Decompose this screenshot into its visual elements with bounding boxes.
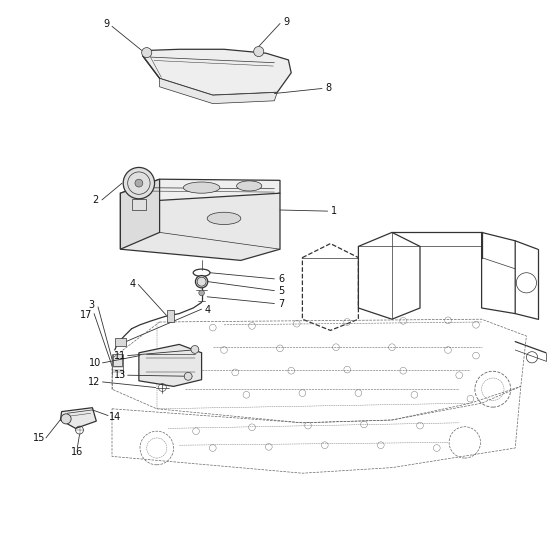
- Text: 12: 12: [88, 377, 101, 387]
- Circle shape: [254, 46, 264, 57]
- Text: 11: 11: [114, 351, 127, 361]
- Circle shape: [123, 167, 155, 199]
- Text: 9: 9: [284, 17, 290, 27]
- Text: 13: 13: [114, 370, 127, 380]
- Text: 3: 3: [89, 300, 95, 310]
- Text: 4: 4: [205, 305, 211, 315]
- Text: 17: 17: [80, 310, 92, 320]
- Circle shape: [135, 179, 143, 187]
- Polygon shape: [120, 193, 280, 260]
- Ellipse shape: [207, 212, 241, 225]
- Polygon shape: [120, 179, 160, 249]
- Polygon shape: [160, 78, 277, 104]
- Text: 2: 2: [92, 195, 99, 205]
- Text: 4: 4: [129, 279, 135, 290]
- Text: 7: 7: [278, 298, 284, 309]
- Ellipse shape: [184, 182, 220, 193]
- Text: 15: 15: [33, 433, 45, 443]
- Circle shape: [61, 414, 71, 424]
- Polygon shape: [113, 354, 122, 366]
- Polygon shape: [120, 179, 280, 203]
- Polygon shape: [60, 408, 96, 428]
- Polygon shape: [143, 49, 291, 95]
- Ellipse shape: [195, 276, 208, 288]
- Polygon shape: [132, 199, 146, 210]
- Circle shape: [191, 346, 199, 353]
- Polygon shape: [139, 344, 202, 386]
- Ellipse shape: [237, 181, 262, 191]
- Text: 5: 5: [278, 286, 284, 296]
- Text: 8: 8: [325, 83, 331, 93]
- Text: 1: 1: [332, 206, 337, 216]
- Text: 6: 6: [278, 274, 284, 284]
- Circle shape: [199, 290, 204, 296]
- Bar: [167, 310, 174, 322]
- Circle shape: [184, 372, 192, 380]
- Circle shape: [142, 48, 152, 58]
- Bar: [115, 338, 126, 346]
- Text: 14: 14: [109, 412, 121, 422]
- Text: 9: 9: [104, 19, 109, 29]
- Text: 10: 10: [88, 358, 101, 368]
- Text: 16: 16: [71, 447, 83, 458]
